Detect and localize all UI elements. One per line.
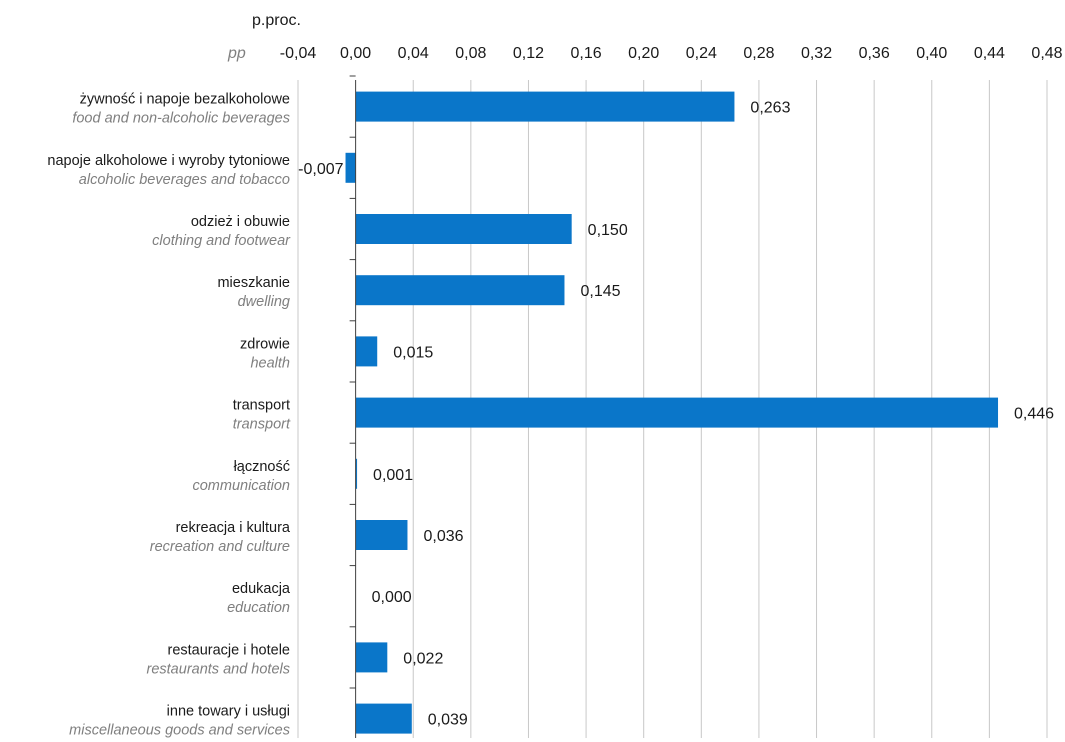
bar (355, 520, 408, 550)
bars (345, 91, 999, 734)
bar (345, 152, 356, 183)
category-label-en: dwelling (238, 294, 290, 310)
unit-label-en: pp (227, 45, 246, 62)
x-tick-label: 0,24 (686, 45, 717, 62)
value-label: 0,039 (428, 712, 468, 729)
category-label-en: miscellaneous goods and services (69, 723, 290, 739)
category-label-pl: żywność i napoje bezalkoholowe (80, 92, 290, 108)
value-label: 0,446 (1014, 406, 1054, 423)
unit-label: p.proc. (252, 12, 301, 29)
category-label-en: communication (192, 478, 290, 494)
x-tick-label: 0,16 (571, 45, 602, 62)
value-label: 0,001 (373, 467, 413, 484)
category-label-en: health (250, 355, 290, 371)
x-tick-label: 0,04 (398, 45, 429, 62)
value-label: 0,022 (403, 650, 443, 667)
category-label-en: transport (233, 417, 291, 433)
x-tick-label: 0,28 (743, 45, 774, 62)
category-label-en: clothing and footwear (152, 233, 291, 249)
x-tick-label: 0,12 (513, 45, 544, 62)
bar (355, 458, 358, 489)
bar (355, 91, 735, 122)
value-label: 0,036 (423, 528, 463, 545)
x-tick-label: 0,20 (628, 45, 659, 62)
x-axis-ticks: -0,04 0,00 0,04 0,08 0,12 0,16 0,20 0,24 0,28 0,3… (280, 45, 1063, 62)
x-tick-label: 0,48 (1031, 45, 1062, 62)
x-tick-label: 0,00 (340, 45, 371, 62)
category-labels: żywność i napoje bezalkoholowe food and n… (47, 92, 291, 739)
category-label-pl: zdrowie (240, 336, 290, 352)
value-label: 0,263 (750, 100, 790, 117)
value-labels: 0,263 -0,007 0,150 0,145 0,015 0,446 0,001 0,03… (298, 100, 1054, 729)
value-label: -0,007 (298, 161, 343, 178)
bar (355, 397, 999, 428)
category-label-pl: transport (233, 398, 290, 414)
category-label-pl: restauracje i hotele (167, 642, 290, 658)
category-label-en: alcoholic beverages and tobacco (79, 172, 290, 188)
x-tick-label: -0,04 (280, 45, 317, 62)
value-label: 0,000 (372, 589, 412, 606)
category-label-pl: rekreacja i kultura (176, 520, 291, 536)
x-tick-label: 0,40 (916, 45, 947, 62)
category-label-pl: odzież i obuwie (191, 214, 290, 230)
category-label-en: restaurants and hotels (147, 661, 290, 677)
value-label: 0,150 (588, 222, 628, 239)
category-label-pl: łączność (234, 459, 290, 475)
bar (355, 642, 388, 673)
x-tick-label: 0,36 (859, 45, 890, 62)
category-label-pl: mieszkanie (217, 275, 290, 291)
category-label-pl: napoje alkoholowe i wyroby tytoniowe (47, 153, 290, 169)
x-tick-label: 0,32 (801, 45, 832, 62)
bar (355, 336, 378, 367)
y-axis (349, 75, 357, 738)
category-label-en: food and non-alcoholic beverages (72, 111, 290, 127)
x-tick-label: 0,44 (974, 45, 1005, 62)
value-label: 0,015 (393, 344, 433, 361)
category-label-en: recreation and culture (150, 539, 290, 555)
x-tick-label: 0,08 (455, 45, 486, 62)
bar (355, 703, 412, 734)
category-label-pl: edukacja (232, 581, 291, 597)
bar (355, 214, 572, 244)
bar (355, 275, 565, 306)
category-label-en: education (227, 600, 290, 616)
category-label-pl: inne towary i usługi (167, 704, 290, 720)
value-label: 0,145 (580, 283, 620, 300)
